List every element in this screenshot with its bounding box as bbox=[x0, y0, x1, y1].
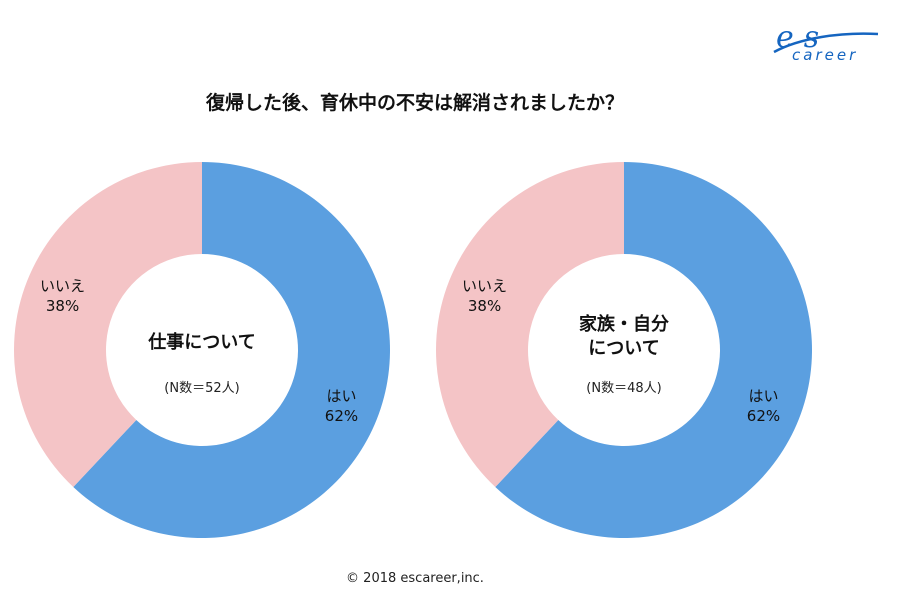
donut-2-slice-1 bbox=[495, 162, 812, 538]
donut-2-slice-2 bbox=[435, 162, 624, 488]
logo-swoosh-icon bbox=[773, 32, 879, 54]
logo-mark: es bbox=[776, 20, 830, 55]
donut-2-center-title-line-2: について bbox=[588, 338, 659, 359]
donut-1-slice-1-label: はい bbox=[326, 387, 356, 405]
donut-1-sample-size: (N数＝52人) bbox=[164, 381, 239, 396]
donut-1-slice-1-value-label: 62% bbox=[325, 407, 358, 425]
donut-1-center-title-line-1: 仕事について bbox=[147, 331, 255, 353]
donut-2-slice-2-value-label: 38% bbox=[468, 297, 501, 315]
donut-1-slice-1 bbox=[73, 162, 390, 538]
page-title: 復帰した後、育休中の不安は解消されましたか？ bbox=[205, 92, 624, 114]
donut-2-slice-1-label: はい bbox=[748, 387, 778, 405]
copyright-footer: © 2018 escareer,inc. bbox=[346, 571, 484, 586]
donut-2-slice-2-label: いいえ bbox=[462, 277, 507, 295]
donut-1-slice-2 bbox=[13, 162, 203, 488]
donut-1-slice-2-value-label: 38% bbox=[46, 297, 79, 315]
donut-1-slice-2-label: いいえ bbox=[40, 277, 85, 295]
donut-2-slice-1-value-label: 62% bbox=[747, 407, 780, 425]
donut-2-center-title-line-1: 家族・自分 bbox=[579, 313, 669, 335]
donut-2-sample-size: (N数＝48人) bbox=[586, 381, 661, 396]
escareer-logo: es career bbox=[770, 20, 882, 70]
logo-word: career bbox=[792, 46, 859, 64]
